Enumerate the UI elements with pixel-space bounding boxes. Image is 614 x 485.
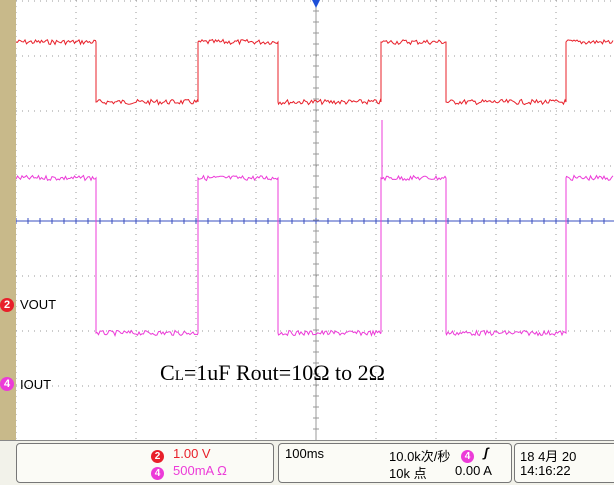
ch4-scale: 500mA Ω [173, 463, 227, 478]
ch4-badge-number: 4 [151, 467, 164, 480]
trigger-channel-number: 4 [461, 450, 474, 463]
channel-marker-bar [0, 0, 16, 484]
ch4-marker-number: 4 [3, 378, 11, 390]
ch2-scale: 1.00 V [173, 446, 211, 461]
ch2-marker: 2 [0, 298, 14, 312]
sample-rate: 10.0k次/秒 [389, 449, 451, 464]
time: 14:16:22 [520, 463, 571, 478]
record-length: 10k 点 [389, 466, 427, 481]
vout-waveform [16, 38, 614, 106]
trigger-channel-badge: 4 [461, 447, 474, 463]
annotation-c: C [160, 360, 175, 385]
date: 18 4月 20 [520, 449, 577, 464]
ch4-marker: 4 [0, 377, 14, 391]
ch2-label: VOUT [20, 297, 57, 312]
waveform-screen [16, 0, 614, 440]
horizontal-panel[interactable]: 100ms 10.0k次/秒 10k 点 4 ʃ 0.00 A [278, 443, 512, 483]
annotation-text: =1uF Rout=10Ω to 2Ω [183, 360, 386, 385]
annotation-subscript: L [174, 368, 184, 384]
waveform-plot [16, 0, 614, 440]
ch2-marker-number: 2 [3, 299, 11, 311]
trigger-slope-icon: ʃ [484, 445, 489, 460]
ch2-scale-badge: 2 [151, 447, 164, 463]
vertical-scale-panel[interactable]: 2 1.00 V 4 500mA Ω [16, 443, 274, 483]
trigger-level: 0.00 A [455, 463, 492, 478]
datetime-panel: 18 4月 20 14:16:22 [514, 443, 614, 483]
trigger-position-marker [312, 0, 320, 8]
timebase: 100ms [285, 446, 325, 461]
circuit-annotation: CL=1uF Rout=10Ω to 2Ω [160, 360, 385, 386]
ch4-scale-badge: 4 [151, 464, 164, 480]
ch4-label: IOUT [20, 377, 52, 392]
status-bar: 2 1.00 V 4 500mA Ω 100ms 10.0k次/秒 10k 点 … [0, 440, 614, 485]
ch2-badge-number: 2 [151, 450, 164, 463]
iout-waveform [16, 174, 614, 337]
